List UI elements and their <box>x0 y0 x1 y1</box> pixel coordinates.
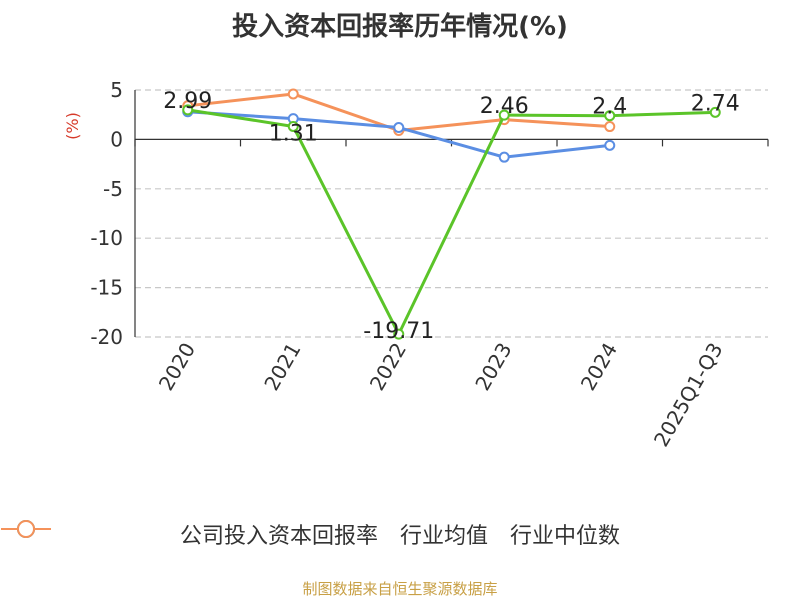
legend-item-industry-mean[interactable]: 行业均值 <box>1 518 488 550</box>
data-point <box>393 122 405 134</box>
y-tick-label: -5 <box>103 177 123 201</box>
data-point <box>498 151 510 163</box>
y-tick-label: -15 <box>90 276 123 300</box>
data-point <box>604 110 616 122</box>
y-tick-label: -10 <box>90 226 123 250</box>
x-tick-label: 2020 <box>154 339 200 395</box>
data-label: 2.46 <box>480 94 529 119</box>
y-tick-label: 0 <box>110 127 123 151</box>
data-label: 2.4 <box>592 95 627 120</box>
data-point <box>393 328 405 340</box>
data-point <box>287 88 299 100</box>
x-tick-label: 2021 <box>259 339 305 395</box>
x-tick-label: 2024 <box>576 339 622 395</box>
y-tick-label: 5 <box>110 78 123 102</box>
line-chart: 5 0 -5 -10 -15 -20 (%) 2020 2021 2022 2023 2024 2025… <box>63 78 769 451</box>
x-tick-label: 2025Q1-Q3 <box>649 339 728 451</box>
data-point <box>604 121 616 133</box>
chart-title: 投入资本回报率历年情况(%) <box>232 12 568 42</box>
data-label: 2.99 <box>163 89 212 114</box>
legend-swatch-industry-median <box>1 520 51 538</box>
data-point <box>604 139 616 151</box>
legend-item-company[interactable]: 公司投入资本回报率 <box>1 518 378 550</box>
series-line <box>187 108 716 336</box>
data-point <box>498 109 510 121</box>
legend-label-company: 公司投入资本回报率 <box>179 524 378 549</box>
x-tick-label: 2022 <box>365 339 411 395</box>
data-point <box>709 106 721 118</box>
y-axis-label: (%) <box>63 112 82 140</box>
source-watermark: 制图数据来自恒生聚源数据库 <box>302 580 498 598</box>
data-label: 2.74 <box>691 91 740 116</box>
legend: 公司投入资本回报率 行业均值 行业中位数 <box>0 518 800 550</box>
data-point <box>287 120 299 132</box>
data-label: 1.31 <box>269 121 318 146</box>
y-tick-label: -20 <box>90 325 123 349</box>
legend-label-industry-median: 行业中位数 <box>510 524 621 549</box>
legend-item-industry-median[interactable]: 行业中位数 <box>1 518 621 550</box>
data-label: -19.71 <box>363 319 434 344</box>
x-tick-label: 2023 <box>470 339 516 395</box>
legend-label-industry-mean: 行业均值 <box>399 524 488 549</box>
data-point <box>182 104 194 116</box>
